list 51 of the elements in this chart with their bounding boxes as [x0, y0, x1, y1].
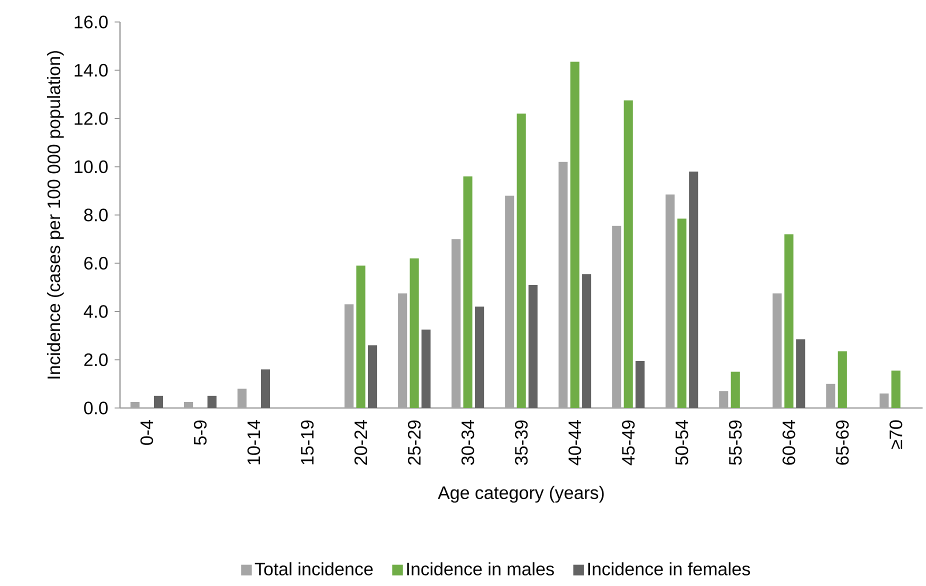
- legend-label: Incidence in males: [407, 562, 554, 576]
- bar: [260, 369, 270, 408]
- bar: [528, 284, 538, 408]
- bar: [582, 274, 592, 408]
- x-axis-title: Age category (years): [438, 486, 604, 503]
- bar: [636, 360, 645, 408]
- y-tick-label: 0.0: [84, 402, 108, 414]
- bar: [475, 306, 484, 408]
- bar: [796, 339, 806, 408]
- y-tick-label: 6.0: [84, 256, 108, 270]
- x-tick-label: 15-19: [300, 420, 314, 464]
- y-tick-label: 4.0: [84, 305, 108, 318]
- x-tick-label: 5-9: [194, 420, 207, 445]
- x-tick-label: 55-59: [729, 420, 742, 465]
- bar: [207, 396, 217, 408]
- bar: [154, 396, 164, 408]
- y-tick-label: 2.0: [84, 353, 108, 366]
- x-tick-label: 30-34: [461, 420, 474, 465]
- y-tick-label: 10.0: [74, 160, 108, 174]
- y-tick-label: 12.0: [74, 112, 108, 125]
- x-tick-label: 10-14: [247, 420, 260, 464]
- x-tick-label: 60-64: [782, 420, 796, 465]
- bar: [891, 370, 900, 408]
- legend-label: Incidence in females: [588, 562, 750, 576]
- bar: [689, 172, 698, 408]
- x-tick-label: 65-69: [836, 420, 849, 465]
- bar: [368, 345, 378, 408]
- y-tick-label: 16.0: [74, 16, 108, 28]
- bar: [356, 266, 366, 408]
- x-tick-label: 35-39: [514, 420, 528, 465]
- y-tick-label: 14.0: [74, 64, 108, 77]
- x-tick-label: 0-4: [140, 420, 154, 445]
- bar: [624, 100, 633, 408]
- x-tick-label: 45-49: [622, 420, 635, 466]
- bar: [730, 372, 740, 408]
- bar: [677, 218, 686, 408]
- x-tick-label: 50-54: [675, 420, 688, 465]
- x-tick-label: 20-24: [354, 420, 368, 465]
- bar: [410, 258, 419, 408]
- x-tick-label: 25-29: [408, 420, 421, 465]
- bar: [422, 330, 431, 408]
- x-tick-label: 40-44: [568, 420, 582, 466]
- y-axis-title: Incidence (cases per 100 000 population): [46, 51, 64, 378]
- legend-label: Total incidence: [254, 562, 373, 576]
- bar: [516, 114, 526, 408]
- bar: [570, 62, 580, 408]
- bar: [463, 176, 472, 408]
- bar: [838, 351, 847, 408]
- y-tick-label: 8.0: [84, 208, 108, 222]
- bar: [784, 234, 794, 408]
- x-tick-label: ≥70: [890, 420, 902, 449]
